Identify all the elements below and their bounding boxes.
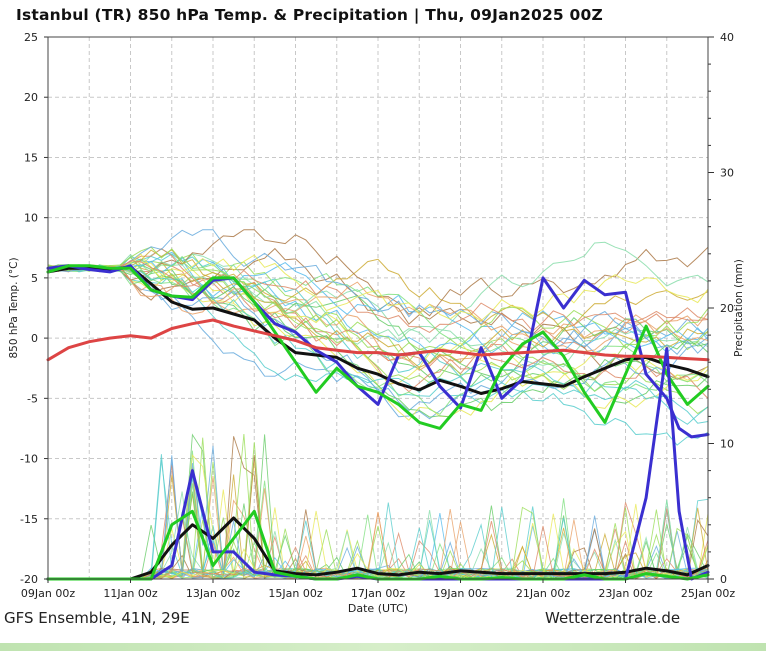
series-temp-mean xyxy=(46,265,710,395)
source-label: Wetterzentrale.de xyxy=(545,609,681,627)
chart-title: Istanbul (TR) 850 hPa Temp. & Precipitat… xyxy=(16,6,603,24)
x-tick-label: 25Jan 00z xyxy=(681,587,735,600)
ensemble-temp-line xyxy=(47,264,709,372)
y-tick-label: 0 xyxy=(31,332,38,345)
y-tick-label: 5 xyxy=(31,272,38,285)
y-tick-label: -15 xyxy=(20,513,38,526)
ensemble-temp-line xyxy=(47,241,709,344)
ensemble-temp-line xyxy=(47,264,709,425)
y2-axis-label: Precipitation (mm) xyxy=(733,259,745,357)
y-tick-label: 25 xyxy=(24,31,38,44)
ensemble-temp-line xyxy=(47,260,709,333)
ensemble-temp-line xyxy=(47,256,709,415)
y2-tick-label: 40 xyxy=(720,31,734,44)
ensemble-temp-line xyxy=(47,251,709,354)
ensemble-temp-line xyxy=(47,253,709,415)
y-tick-label: -10 xyxy=(20,453,38,466)
plot-frame xyxy=(47,36,709,580)
y2-tick-label: 20 xyxy=(720,302,734,315)
model-label: GFS Ensemble, 41N, 29E xyxy=(4,609,190,627)
ensemble-temp-line xyxy=(47,246,709,390)
y-tick-label: 20 xyxy=(24,91,38,104)
ensemble-temp-line xyxy=(47,258,709,357)
y2-tick-label: 30 xyxy=(720,167,734,180)
x-tick-label: 13Jan 00z xyxy=(186,587,240,600)
ensemble-temp-line xyxy=(47,265,709,342)
x-tick-label: 23Jan 00z xyxy=(598,587,652,600)
x-tick-label: 17Jan 00z xyxy=(351,587,405,600)
series-temp-climate xyxy=(46,318,710,362)
y-axis-label: 850 hPa Temp. (°C) xyxy=(8,257,20,358)
ensemble-temp-line xyxy=(47,261,709,409)
plot-area xyxy=(48,37,708,579)
series-temp-operational xyxy=(46,264,710,430)
y2-tick-label: 0 xyxy=(720,573,727,586)
ensemble-temp-line xyxy=(47,253,709,322)
y2-tick-label: 10 xyxy=(720,438,734,451)
y-tick-label: 10 xyxy=(24,212,38,225)
x-tick-label: 19Jan 00z xyxy=(433,587,487,600)
x-tick-label: 21Jan 00z xyxy=(516,587,570,600)
ensemble-temp-line xyxy=(47,264,709,418)
x-axis-label: Date (UTC) xyxy=(348,602,408,615)
bottom-strip xyxy=(0,643,766,651)
y-tick-label: -5 xyxy=(27,392,38,405)
x-tick-label: 09Jan 00z xyxy=(21,587,75,600)
x-tick-label: 11Jan 00z xyxy=(103,587,157,600)
y-tick-label: -20 xyxy=(20,573,38,586)
y-tick-label: 15 xyxy=(24,151,38,164)
x-tick-label: 15Jan 00z xyxy=(268,587,322,600)
